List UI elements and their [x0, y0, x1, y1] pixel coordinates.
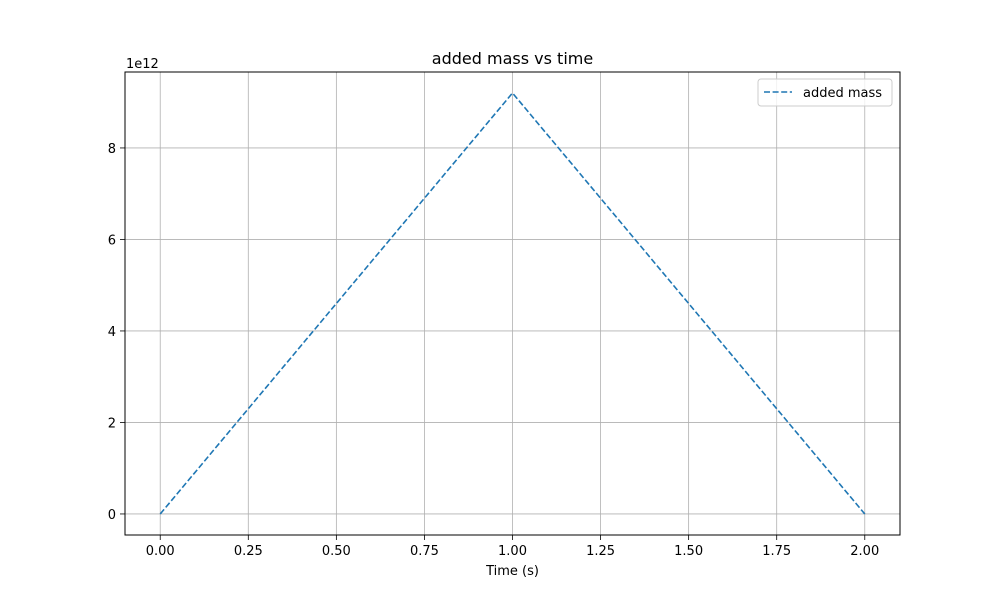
x-tick-label: 2.00 [850, 544, 879, 559]
grid-lines [125, 72, 900, 535]
x-tick-label: 0.25 [234, 544, 263, 559]
legend: added mass [757, 78, 893, 107]
x-tick-label: 1.00 [498, 544, 527, 559]
series-layer [159, 91, 866, 515]
y-offset-label: 1e12 [126, 57, 159, 72]
x-axis-label: Time (s) [485, 564, 539, 579]
y-tick-label: 4 [108, 325, 116, 340]
x-tick-label: 1.25 [586, 544, 615, 559]
x-tick-label: 0.75 [410, 544, 439, 559]
y-axis-ticks: 0 2 4 6 8 [108, 142, 125, 523]
x-tick-label: 1.50 [674, 544, 703, 559]
legend-label-added-mass: added mass [803, 86, 882, 101]
x-axis-ticks: 0.00 0.25 0.50 0.75 1.00 1.25 1.50 1.75 2.00 [146, 535, 879, 559]
series-line-added-mass [159, 91, 866, 515]
x-tick-label: 0.00 [146, 544, 175, 559]
y-tick-label: 6 [108, 233, 116, 248]
y-tick-label: 8 [108, 142, 116, 157]
y-tick-label: 0 [108, 508, 116, 523]
y-tick-label: 2 [108, 416, 116, 431]
x-tick-label: 0.50 [322, 544, 351, 559]
chart-title: added mass vs time [432, 49, 593, 68]
x-tick-label: 1.75 [762, 544, 791, 559]
legend-box [757, 78, 893, 107]
